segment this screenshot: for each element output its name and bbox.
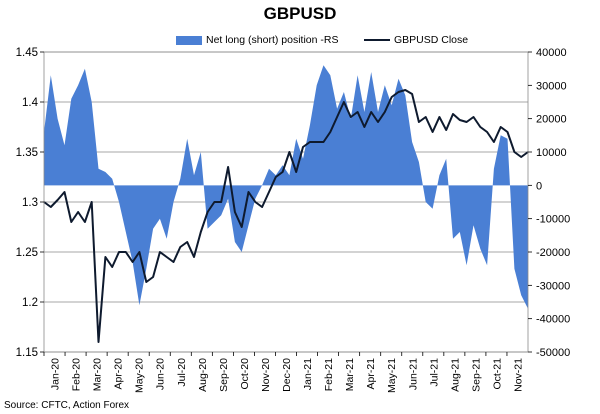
- x-tick-label: May-20: [134, 358, 146, 393]
- x-tick-label: Mar-20: [92, 358, 104, 391]
- left-tick-label: 1.15: [16, 347, 38, 359]
- left-tick-label: 1.25: [16, 247, 38, 259]
- right-tick-label: -30000: [536, 280, 570, 292]
- x-tick-label: Oct-21: [491, 358, 503, 390]
- x-tick-label: May-21: [386, 358, 398, 393]
- right-tick-label: 10000: [536, 147, 567, 159]
- right-tick-label: -20000: [536, 247, 570, 259]
- x-tick-label: Apr-20: [113, 358, 125, 390]
- x-tick-label: Jan-21: [302, 358, 314, 390]
- x-tick-label: Jul-21: [428, 358, 440, 387]
- left-tick-label: 1.4: [22, 97, 39, 109]
- right-tick-label: 30000: [536, 80, 567, 92]
- legend-line-label: GBPUSD Close: [394, 34, 469, 46]
- legend-line-swatch: [364, 39, 390, 41]
- left-tick-label: 1.3: [22, 197, 38, 209]
- legend-area-label: Net long (short) position -RS: [206, 34, 339, 46]
- x-tick-label: Aug-21: [449, 358, 461, 392]
- legend-area-swatch: [176, 35, 202, 45]
- x-tick-label: Nov-21: [512, 358, 524, 392]
- chart-title: GBPUSD: [263, 4, 337, 23]
- left-tick-label: 1.2: [22, 297, 38, 309]
- right-tick-label: 40000: [536, 47, 567, 59]
- right-tick-label: -10000: [536, 214, 570, 226]
- left-tick-label: 1.45: [16, 47, 38, 59]
- source-note: Source: CFTC, Action Forex: [4, 400, 130, 411]
- x-tick-label: Nov-20: [260, 358, 272, 392]
- x-tick-label: Feb-20: [71, 358, 83, 391]
- gbpusd-close-line: [43, 89, 529, 343]
- x-tick-label: Jun-20: [155, 358, 167, 390]
- right-tick-label: -50000: [536, 347, 570, 359]
- x-tick-label: Feb-21: [323, 358, 335, 391]
- legend-net-position: Net long (short) position -RS: [176, 34, 338, 46]
- x-tick-label: Mar-21: [344, 358, 356, 391]
- right-tick-label: -40000: [536, 314, 570, 326]
- x-tick-label: Jul-20: [176, 358, 188, 387]
- x-tick-label: Dec-20: [281, 358, 293, 392]
- right-tick-label: 20000: [536, 114, 567, 126]
- x-tick-label: Jun-21: [407, 358, 419, 390]
- right-tick-label: 0: [536, 180, 542, 192]
- x-tick-label: Jan-20: [50, 358, 62, 390]
- net-position-area: [44, 65, 528, 309]
- x-tick-label: Apr-21: [365, 358, 377, 390]
- legend-gbpusd-close: GBPUSD Close: [364, 34, 468, 46]
- x-tick-label: Sep-20: [218, 358, 230, 392]
- x-tick-label: Oct-20: [239, 358, 251, 390]
- x-tick-label: Aug-20: [197, 358, 209, 392]
- left-tick-label: 1.35: [16, 147, 38, 159]
- x-tick-label: Sep-21: [470, 358, 482, 392]
